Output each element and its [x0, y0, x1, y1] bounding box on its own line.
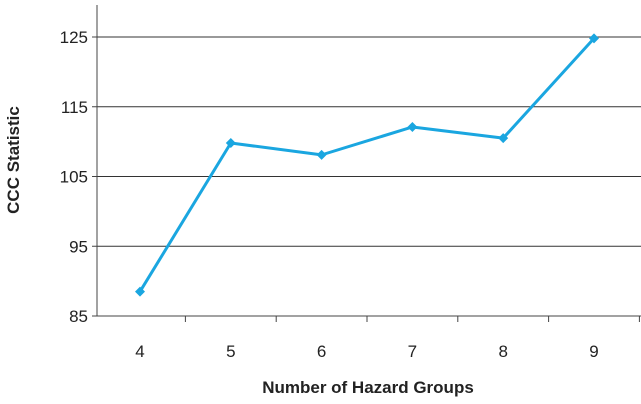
y-tick-label-85: 85	[69, 307, 88, 326]
x-tick-label-7: 7	[408, 342, 417, 361]
y-axis-title: CCC Statistic	[4, 106, 23, 214]
data-point-6	[316, 149, 327, 160]
y-tick-label-125: 125	[60, 28, 88, 47]
x-tick-label-9: 9	[589, 342, 598, 361]
x-tick-label-5: 5	[226, 342, 235, 361]
x-tick-label-8: 8	[498, 342, 507, 361]
y-tick-labels: 85 95 105 115 125	[60, 28, 88, 326]
data-point-4	[135, 286, 145, 297]
data-point-5	[225, 138, 236, 149]
gridlines	[97, 36, 641, 247]
series-group	[135, 33, 599, 297]
axes	[92, 5, 641, 322]
y-tick-label-115: 115	[61, 98, 88, 117]
y-tick-label-105: 105	[60, 168, 88, 187]
data-point-8	[498, 133, 509, 144]
x-tick-label-6: 6	[317, 342, 326, 361]
x-tick-labels: 4 5 6 7 8 9	[135, 342, 598, 361]
y-tick-label-95: 95	[69, 237, 88, 256]
series-line	[138, 37, 596, 293]
x-axis-title: Number of Hazard Groups	[262, 378, 474, 397]
x-tick-label-4: 4	[135, 342, 144, 361]
data-point-7	[407, 121, 418, 132]
data-point-9	[589, 33, 599, 44]
